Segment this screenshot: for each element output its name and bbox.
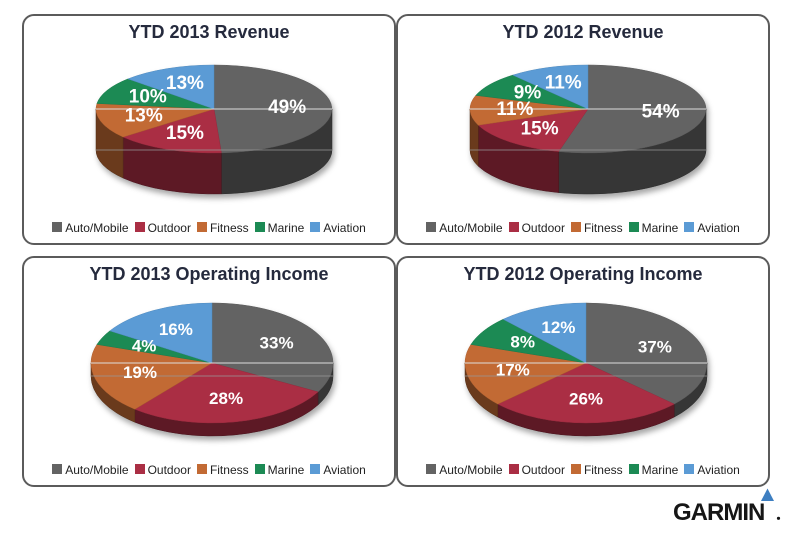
svg-text:37%: 37%	[638, 338, 672, 357]
svg-text:9%: 9%	[514, 83, 542, 104]
svg-text:19%: 19%	[123, 363, 157, 382]
svg-text:17%: 17%	[496, 361, 530, 380]
svg-text:15%: 15%	[521, 118, 559, 139]
svg-text:13%: 13%	[125, 106, 163, 127]
svg-text:13%: 13%	[166, 73, 204, 94]
svg-text:49%: 49%	[268, 97, 306, 118]
svg-text:54%: 54%	[642, 101, 680, 122]
svg-text:15%: 15%	[166, 123, 204, 144]
svg-text:16%: 16%	[159, 320, 193, 339]
svg-text:4%: 4%	[132, 337, 157, 356]
svg-text:33%: 33%	[260, 334, 294, 353]
svg-text:GARMIN: GARMIN	[673, 499, 764, 526]
svg-text:10%: 10%	[129, 86, 167, 107]
svg-text:8%: 8%	[510, 333, 535, 352]
svg-text:28%: 28%	[209, 389, 243, 408]
svg-text:11%: 11%	[545, 72, 582, 93]
svg-text:12%: 12%	[541, 318, 575, 337]
svg-text:26%: 26%	[569, 390, 603, 409]
